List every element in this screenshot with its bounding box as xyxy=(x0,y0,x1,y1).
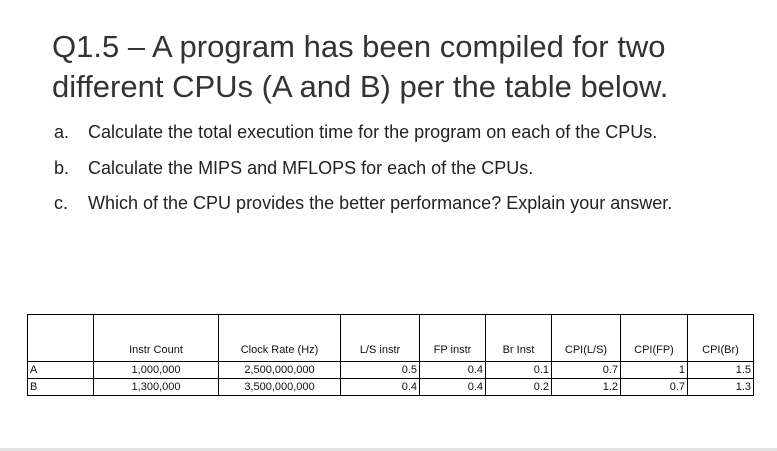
table-cell: 0.7 xyxy=(551,361,621,379)
part-letter: a. xyxy=(54,122,70,142)
part-text: Calculate the total execution time for t… xyxy=(88,122,658,142)
table-header-cell: CPI(Br) xyxy=(687,314,754,362)
table-cell: 0.4 xyxy=(419,378,486,396)
table-header-cell xyxy=(27,314,94,362)
table-cell: 1,300,000 xyxy=(93,378,219,396)
table-cell: 0.7 xyxy=(620,378,688,396)
question-part-b: b. Calculate the MIPS and MFLOPS for eac… xyxy=(54,157,744,179)
part-text: Calculate the MIPS and MFLOPS for each o… xyxy=(88,158,534,178)
table-header-cell: FP instr xyxy=(419,314,486,362)
question-parts-list: a. Calculate the total execution time fo… xyxy=(54,121,744,214)
table-cell: 1,000,000 xyxy=(93,361,219,379)
table-cell: A xyxy=(27,361,94,379)
question-title: Q1.5 – A program has been compiled for t… xyxy=(52,29,669,104)
slide-bottom-border xyxy=(0,448,777,451)
table-header-cell: Instr Count xyxy=(93,314,219,362)
table-cell: 1.3 xyxy=(687,378,754,396)
table-header-cell: L/S instr xyxy=(340,314,420,362)
table-cell: 0.2 xyxy=(485,378,552,396)
table-cell: B xyxy=(27,378,94,396)
table-header-cell: CPI(L/S) xyxy=(551,314,621,362)
table-cell: 1.2 xyxy=(551,378,621,396)
table-header-cell: CPI(FP) xyxy=(620,314,688,362)
table-cell: 2,500,000,000 xyxy=(218,361,341,379)
part-letter: c. xyxy=(54,193,69,213)
table-cell: 0.4 xyxy=(419,361,486,379)
table-row: B 1,300,000 3,500,000,000 0.4 0.4 0.2 1.… xyxy=(27,378,754,396)
table-header-cell: Br Inst xyxy=(485,314,552,362)
table-cell: 1 xyxy=(620,361,688,379)
table-header-cell: Clock Rate (Hz) xyxy=(218,314,341,362)
table-cell: 0.5 xyxy=(340,361,420,379)
question-part-c: c. Which of the CPU provides the better … xyxy=(54,192,744,214)
table-row: A 1,000,000 2,500,000,000 0.5 0.4 0.1 0.… xyxy=(27,361,754,379)
part-letter: b. xyxy=(54,158,70,178)
question-part-a: a. Calculate the total execution time fo… xyxy=(54,121,744,143)
part-text: Which of the CPU provides the better per… xyxy=(88,193,673,213)
table-cell: 0.1 xyxy=(485,361,552,379)
cpu-data-table: Instr Count Clock Rate (Hz) L/S instr FP… xyxy=(27,314,754,396)
table-header-row: Instr Count Clock Rate (Hz) L/S instr FP… xyxy=(27,314,754,362)
table-cell: 0.4 xyxy=(340,378,420,396)
table-cell: 3,500,000,000 xyxy=(218,378,341,396)
table-cell: 1.5 xyxy=(687,361,754,379)
